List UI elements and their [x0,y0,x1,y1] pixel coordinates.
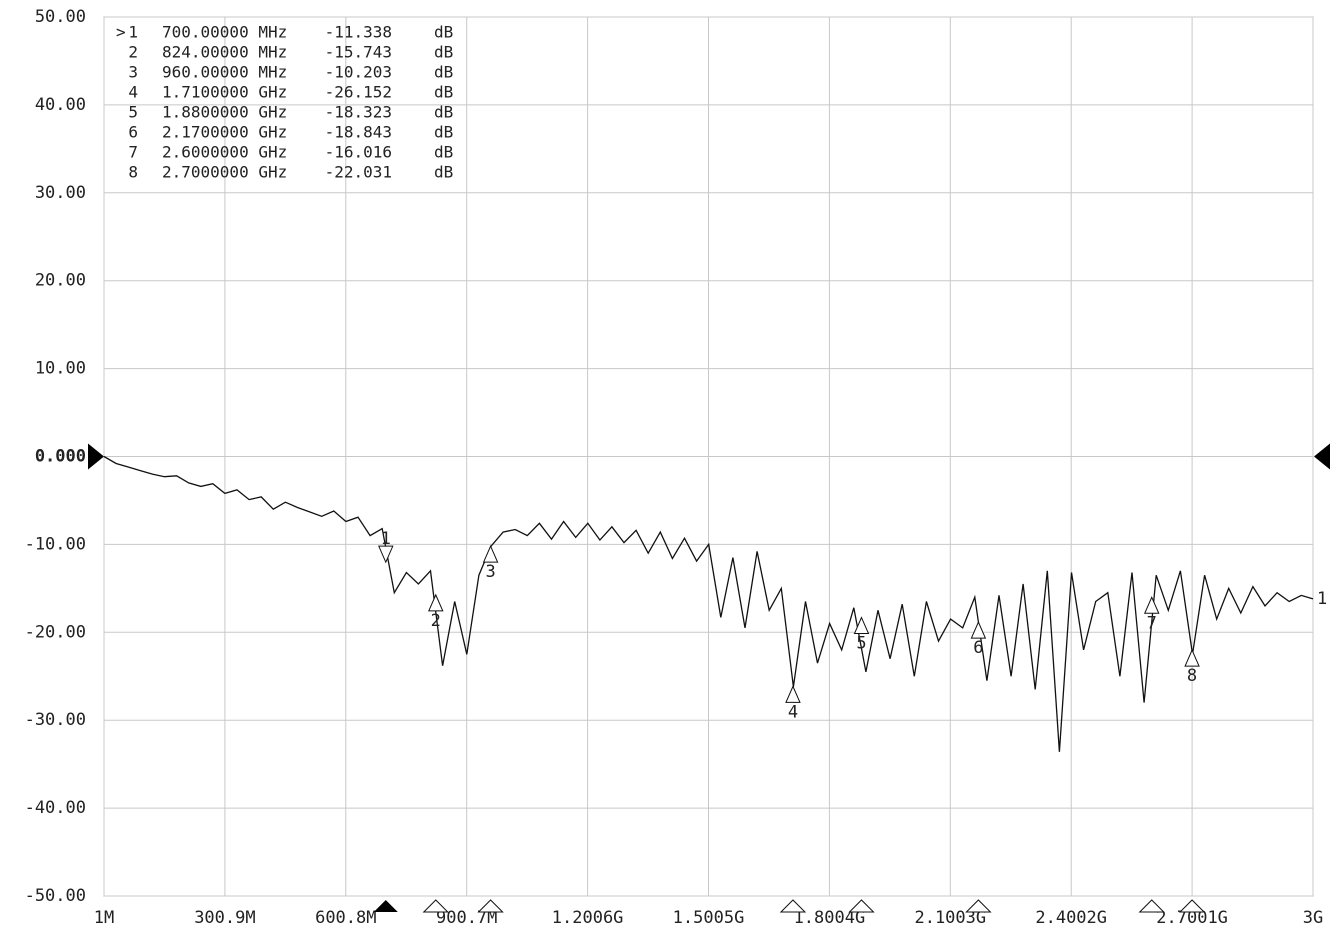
marker-number: 6 [128,123,138,142]
x-tick-label: 2.1003G [914,908,986,928]
x-tick-label: 1M [94,908,114,928]
marker-triangle [378,545,394,564]
marker-unit: dB [434,143,453,162]
marker-value: -11.338 [325,23,392,42]
x-tick-label: 2.7001G [1156,908,1228,928]
marker-triangle [853,616,870,635]
y-tick-label: 40.00 [35,95,86,115]
marker-value: -18.323 [325,103,392,122]
marker-number: 3 [128,63,138,82]
marker-value: -26.152 [325,83,392,102]
marker-frequency: 2.1700000 GHz [162,123,287,142]
active-indicator: > [116,23,126,42]
y-tick-label: -10.00 [25,534,86,554]
marker-unit: dB [434,123,453,142]
y-tick-label: 0.000 [35,447,86,467]
marker-unit: dB [434,103,453,122]
trace-line [103,455,1314,752]
marker-number: 7 [128,143,138,162]
marker-frequency: 2.7000000 GHz [162,163,287,182]
trace-label: 1 [1317,589,1327,609]
marker-value: -10.203 [325,63,392,82]
marker-number: 1 [128,23,138,42]
marker-frequency: 700.00000 MHz [162,23,287,42]
marker-frequency: 1.7100000 GHz [162,83,287,102]
marker-label: 5 [856,634,866,654]
axis-marker [422,899,449,913]
marker-label: 6 [973,638,983,658]
x-tick-label: 1.2006G [552,908,624,928]
reference-arrow [1314,443,1330,470]
marker-value: -22.031 [325,163,392,182]
marker-frequency: 824.00000 MHz [162,43,287,62]
marker-unit: dB [434,63,453,82]
marker-value: -16.016 [325,143,392,162]
reference-arrow [88,443,104,470]
marker-number: 5 [128,103,138,122]
axis-marker [965,899,992,913]
y-tick-label: 10.00 [35,359,86,379]
marker-unit: dB [434,23,453,42]
marker-label: 8 [1187,666,1197,686]
x-tick-label: 1.8004G [794,908,866,928]
marker-frequency: 2.6000000 GHz [162,143,287,162]
y-tick-label: 30.00 [35,183,86,203]
axis-marker [779,899,807,913]
marker-unit: dB [434,43,453,62]
marker-unit: dB [434,83,453,102]
axis-marker [848,899,875,913]
marker-label: 1 [381,529,391,549]
y-tick-label: -50.00 [25,886,86,906]
marker-label: 3 [485,562,495,582]
marker-frequency: 960.00000 MHz [162,63,287,82]
marker-number: 8 [128,163,138,182]
marker-value: -15.743 [325,43,392,62]
marker-triangle [785,685,801,703]
x-tick-label: 600.8M [315,908,376,928]
y-tick-label: -20.00 [25,622,86,642]
marker-label: 4 [788,702,798,722]
marker-triangle [1143,596,1160,614]
marker-frequency: 1.8800000 GHz [162,103,287,122]
axis-marker [1138,899,1165,913]
x-tick-label: 3G [1303,908,1323,928]
marker-value: -18.843 [325,123,392,142]
marker-number: 2 [128,43,138,62]
x-tick-label: 300.9M [194,908,255,928]
marker-triangle [970,620,987,639]
marker-label: 7 [1147,613,1157,633]
marker-triangle [428,593,444,612]
y-tick-label: 20.00 [35,271,86,291]
x-tick-label: 1.5005G [673,908,745,928]
axis-marker [1178,899,1206,913]
marker-number: 4 [128,83,138,102]
marker-label: 2 [431,611,441,631]
axis-marker [477,899,504,913]
marker-unit: dB [434,163,453,182]
marker-triangle [1184,648,1200,667]
y-tick-label: 50.00 [35,7,86,27]
marker-triangle [482,544,499,563]
y-tick-label: -30.00 [25,710,86,730]
axis-marker [373,900,398,912]
x-tick-label: 2.4002G [1035,908,1107,928]
x-tick-label: 900.7M [436,908,497,928]
y-tick-label: -40.00 [25,798,86,818]
